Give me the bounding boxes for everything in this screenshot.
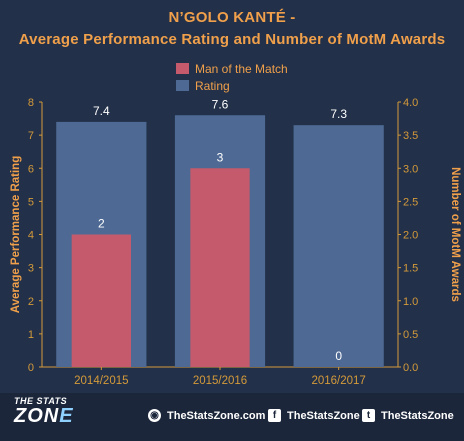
y-tick-label-right: 3.0	[403, 163, 418, 175]
y-tick-label-right: 0.0	[403, 362, 418, 374]
data-label-motm: 2	[98, 217, 105, 231]
y-axis-left-title: Average Performance Rating	[10, 156, 22, 313]
y-tick-label-left: 3	[28, 263, 34, 275]
y-tick-label-right: 1.0	[403, 296, 418, 308]
y-tick-label-right: 4.0	[403, 97, 418, 109]
y-tick-label-right: 2.5	[403, 196, 418, 208]
facebook-icon: f	[268, 409, 281, 422]
y-tick-label-left: 8	[28, 97, 34, 109]
data-label-rating: 7.4	[93, 104, 110, 118]
chart-title-line1: N’GOLO KANTÉ -	[168, 9, 296, 26]
legend-item-motm: Man of the Match	[176, 60, 288, 77]
brand-word-b: E	[59, 405, 74, 427]
globe-icon: ◉	[148, 409, 161, 422]
facebook-link[interactable]: f TheStatsZone	[268, 409, 360, 422]
y-tick-label-left: 6	[28, 163, 34, 175]
bar-motm	[71, 234, 131, 367]
data-label-motm: 0	[335, 349, 342, 363]
chart-area: 0 1 2 3 4 5 6 7 8 0.0 0.5 1.0 1.5 2.0 2.5 3.0 3.5 4.0 Aver…	[10, 97, 461, 387]
y-tick-label-left: 4	[28, 230, 34, 242]
brand-logo: THE STATS ZONE	[14, 396, 74, 427]
brand-top-text: THE STATS	[14, 396, 68, 406]
y-tick-label-left: 2	[28, 296, 34, 308]
y-tick-label-right: 2.0	[403, 230, 418, 242]
legend-swatch-motm	[176, 63, 189, 74]
x-tick-label: 2016/2017	[311, 375, 365, 387]
footer-bar	[0, 393, 464, 441]
brand-word-a: ZON	[14, 405, 60, 427]
facebook-label: TheStatsZone	[287, 409, 360, 422]
legend-label-rating: Rating	[195, 78, 230, 93]
legend-swatch-rating	[176, 80, 189, 91]
data-label-motm: 3	[217, 150, 224, 164]
x-tick-label: 2015/2016	[193, 375, 247, 387]
brand-word: ZONE	[14, 405, 74, 427]
twitter-label: TheStatsZone	[381, 409, 454, 422]
twitter-link[interactable]: t TheStatsZone	[362, 409, 454, 422]
data-label-rating: 7.3	[330, 107, 347, 121]
x-tick-label: 2014/2015	[74, 375, 128, 387]
legend-item-rating: Rating	[176, 77, 288, 94]
y-tick-label-right: 1.5	[403, 263, 418, 275]
twitter-icon: t	[362, 409, 375, 422]
website-label: TheStatsZone.com	[167, 409, 266, 422]
y-tick-label-right: 0.5	[403, 329, 418, 341]
legend-label-motm: Man of the Match	[195, 61, 288, 76]
website-link[interactable]: ◉ TheStatsZone.com	[148, 409, 265, 422]
chart-title-line2: Average Performance Rating and Number of…	[18, 31, 446, 48]
y-axis-right-title: Number of MotM Awards	[449, 167, 461, 302]
y-tick-label-left: 5	[28, 196, 34, 208]
bar-motm	[190, 168, 250, 367]
y-tick-label-left: 0	[28, 362, 34, 374]
y-tick-label-right: 3.5	[403, 130, 418, 142]
bar-rating	[293, 125, 384, 367]
y-tick-label-left: 7	[28, 130, 34, 142]
legend: Man of the Match Rating	[176, 60, 288, 94]
y-tick-label-left: 1	[28, 329, 34, 341]
data-label-rating: 7.6	[212, 97, 229, 111]
